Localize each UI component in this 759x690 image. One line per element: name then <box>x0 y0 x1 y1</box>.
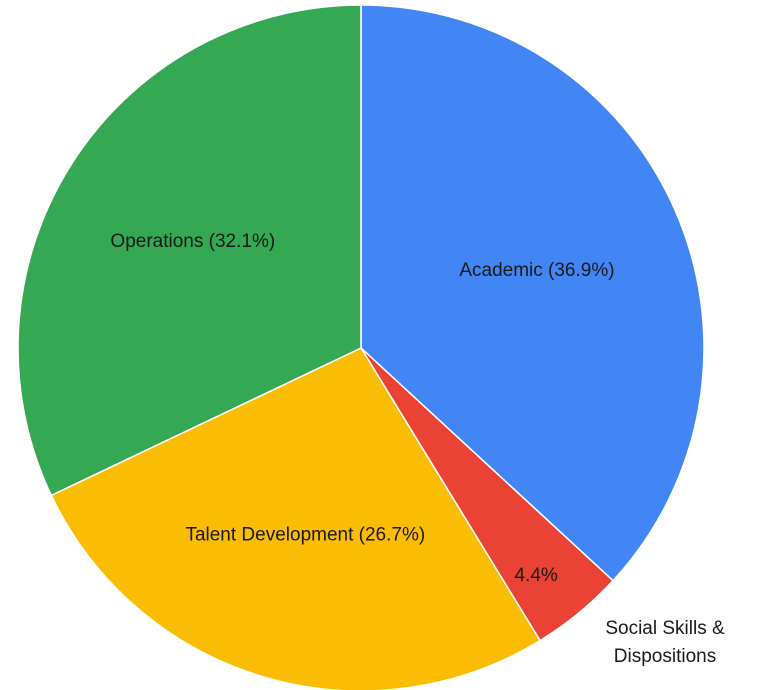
slice-label-talent-development: Talent Development (26.7%) <box>185 524 425 545</box>
slice-label-social-skills-dispositions: 4.4% <box>514 565 557 586</box>
pie-labels: Academic (36.9%) 4.4% Social Skills & Dispo… <box>110 231 725 667</box>
pie-slice-talent-development <box>50 347 542 690</box>
pie-slice-operations <box>17 4 362 497</box>
pie-slices <box>17 4 705 690</box>
pie-slice-academic <box>360 4 705 582</box>
slice-label-operations: Operations (32.1%) <box>110 231 275 252</box>
slice-label-academic: Academic (36.9%) <box>459 260 614 281</box>
outside-label-line: Dispositions <box>614 646 716 667</box>
outside-label-line: Social Skills & <box>605 618 725 639</box>
outside-label-social-skills-dispositions: Social Skills & Dispositions <box>605 618 725 667</box>
